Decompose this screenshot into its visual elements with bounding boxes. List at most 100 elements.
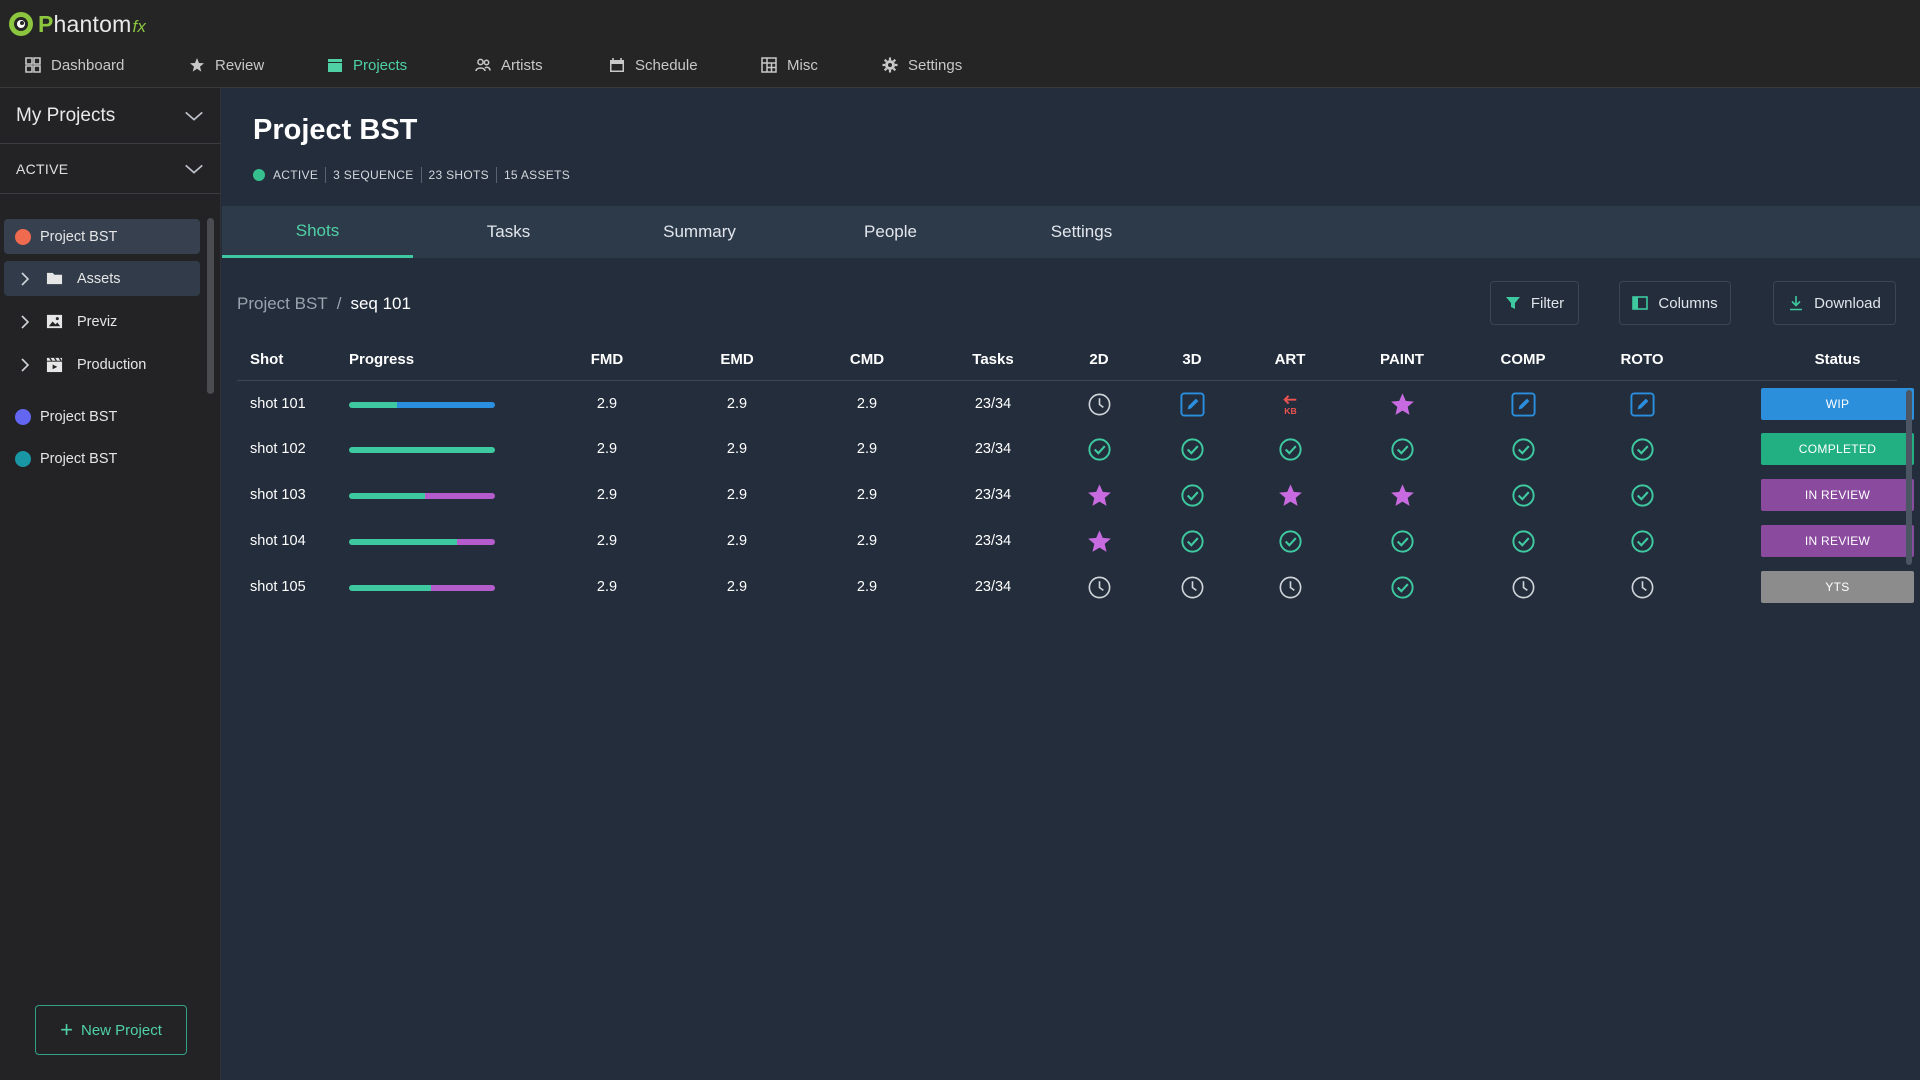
dept-status-paint[interactable] xyxy=(1372,518,1432,564)
shot-name[interactable]: shot 102 xyxy=(250,441,306,457)
tab-summary[interactable]: Summary xyxy=(663,222,736,241)
download-label: Download xyxy=(1814,294,1881,312)
dept-status-2d[interactable] xyxy=(1069,426,1129,472)
dept-status-comp[interactable] xyxy=(1493,426,1553,472)
project-label: Project BST xyxy=(40,450,118,467)
nav-schedule[interactable]: Schedule xyxy=(609,52,698,78)
dept-status-2d[interactable] xyxy=(1069,472,1129,518)
status-badge[interactable]: YTS xyxy=(1761,571,1914,603)
dept-status-comp[interactable] xyxy=(1493,518,1553,564)
folder-label: Previz xyxy=(77,313,118,330)
column-header-paint[interactable]: PAINT xyxy=(1380,351,1424,368)
column-header-fmd[interactable]: FMD xyxy=(590,351,624,368)
table-row[interactable]: shot 105 2.9 2.9 2.9 23/34 YTS xyxy=(237,564,1914,610)
dept-status-comp[interactable] xyxy=(1493,381,1553,427)
dept-status-2d[interactable] xyxy=(1069,381,1129,427)
app-logo[interactable]: Phantomfx xyxy=(8,10,146,38)
main-scrollbar[interactable] xyxy=(1906,390,1912,565)
edit-icon xyxy=(1629,391,1655,417)
tab-shots[interactable]: Shots xyxy=(222,206,413,258)
my-projects-dropdown[interactable]: My Projects xyxy=(0,88,221,144)
chevron-right-icon xyxy=(21,314,30,329)
dept-status-paint[interactable] xyxy=(1372,426,1432,472)
dept-status-roto[interactable] xyxy=(1612,518,1672,564)
dept-status-2d[interactable] xyxy=(1069,518,1129,564)
column-header-cmd[interactable]: CMD xyxy=(849,351,885,368)
dept-status-3d[interactable] xyxy=(1162,381,1222,427)
sidebar-folder-assets[interactable]: Assets xyxy=(4,261,200,296)
dept-status-art[interactable] xyxy=(1260,564,1320,610)
status-badge[interactable]: IN REVIEW xyxy=(1761,525,1914,557)
nav-settings[interactable]: Settings xyxy=(882,52,962,78)
nav-misc[interactable]: Misc xyxy=(761,52,818,78)
column-header-tasks[interactable]: Tasks xyxy=(972,351,1014,368)
column-header-status[interactable]: Status xyxy=(1814,351,1861,368)
filter-button[interactable]: Filter xyxy=(1490,281,1579,325)
check-circle-icon xyxy=(1087,437,1111,461)
dept-status-paint[interactable] xyxy=(1372,472,1432,518)
sidebar-project-bst-3[interactable]: Project BST xyxy=(4,441,200,476)
sidebar-scrollbar[interactable] xyxy=(207,218,214,394)
dept-status-art[interactable]: KB xyxy=(1260,381,1320,427)
dept-status-roto[interactable] xyxy=(1612,472,1672,518)
shot-name[interactable]: shot 104 xyxy=(250,533,306,549)
dept-status-2d[interactable] xyxy=(1069,564,1129,610)
sidebar-folder-previz[interactable]: Previz xyxy=(4,304,200,339)
tab-tasks[interactable]: Tasks xyxy=(486,222,531,241)
table-row[interactable]: shot 102 2.9 2.9 2.9 23/34 COMPLETED xyxy=(237,426,1914,472)
dept-status-art[interactable] xyxy=(1260,426,1320,472)
table-row[interactable]: shot 104 2.9 2.9 2.9 23/34 IN REVIEW xyxy=(237,518,1914,564)
sidebar-project-bst-1[interactable]: Project BST xyxy=(4,219,200,254)
cmd-value: 2.9 xyxy=(856,441,878,457)
download-button[interactable]: Download xyxy=(1773,281,1896,325)
dept-status-3d[interactable] xyxy=(1162,564,1222,610)
progress-done xyxy=(349,585,431,591)
column-header-2d[interactable]: 2D xyxy=(1089,351,1109,368)
sidebar-project-bst-2[interactable]: Project BST xyxy=(4,399,200,434)
tab-settings[interactable]: Settings xyxy=(1050,222,1113,241)
nav-dashboard[interactable]: Dashboard xyxy=(25,52,124,78)
column-header-3d[interactable]: 3D xyxy=(1182,351,1202,368)
fmd-value: 2.9 xyxy=(596,533,618,549)
dept-status-3d[interactable] xyxy=(1162,518,1222,564)
nav-projects[interactable]: Projects xyxy=(327,52,407,78)
column-header-shot[interactable]: Shot xyxy=(250,351,284,368)
breadcrumb-root[interactable]: Project BST xyxy=(237,294,328,313)
dept-status-paint[interactable] xyxy=(1372,381,1432,427)
columns-button[interactable]: Columns xyxy=(1619,281,1731,325)
column-header-emd[interactable]: EMD xyxy=(720,351,754,368)
shot-name[interactable]: shot 103 xyxy=(250,487,306,503)
column-header-progress[interactable]: Progress xyxy=(349,351,415,368)
dept-status-art[interactable] xyxy=(1260,518,1320,564)
shot-name[interactable]: shot 105 xyxy=(250,579,306,595)
sidebar-folder-production[interactable]: Production xyxy=(4,347,200,382)
dept-status-3d[interactable] xyxy=(1162,426,1222,472)
dept-status-art[interactable] xyxy=(1260,472,1320,518)
dept-status-comp[interactable] xyxy=(1493,472,1553,518)
dept-status-comp[interactable] xyxy=(1493,564,1553,610)
new-project-button[interactable]: + New Project xyxy=(35,1005,187,1055)
dept-status-roto[interactable] xyxy=(1612,564,1672,610)
table-row[interactable]: shot 103 2.9 2.9 2.9 23/34 IN REVIEW xyxy=(237,472,1914,518)
dept-status-paint[interactable] xyxy=(1372,564,1432,610)
status-badge[interactable]: IN REVIEW xyxy=(1761,479,1914,511)
column-header-art[interactable]: ART xyxy=(1274,351,1306,368)
active-filter-dropdown[interactable]: ACTIVE xyxy=(0,144,221,194)
status-badge[interactable]: COMPLETED xyxy=(1761,433,1914,465)
check-circle-icon xyxy=(1511,483,1535,507)
dept-status-roto[interactable] xyxy=(1612,381,1672,427)
dept-status-3d[interactable] xyxy=(1162,472,1222,518)
progress-done xyxy=(349,539,458,545)
tab-people[interactable]: People xyxy=(864,222,917,241)
nav-artists[interactable]: Artists xyxy=(475,52,543,78)
project-color-dot xyxy=(15,450,31,467)
dept-status-roto[interactable] xyxy=(1612,426,1672,472)
table-row[interactable]: shot 101 2.9 2.9 2.9 23/34 KB WIP xyxy=(237,381,1914,427)
nav-review[interactable]: Review xyxy=(189,52,264,78)
status-badge[interactable]: WIP xyxy=(1761,388,1914,420)
column-header-roto[interactable]: ROTO xyxy=(1620,351,1664,368)
page-title: Project BST xyxy=(253,114,418,146)
shot-name[interactable]: shot 101 xyxy=(250,396,306,412)
column-header-comp[interactable]: COMP xyxy=(1500,351,1546,368)
project-label: Project BST xyxy=(40,228,118,245)
